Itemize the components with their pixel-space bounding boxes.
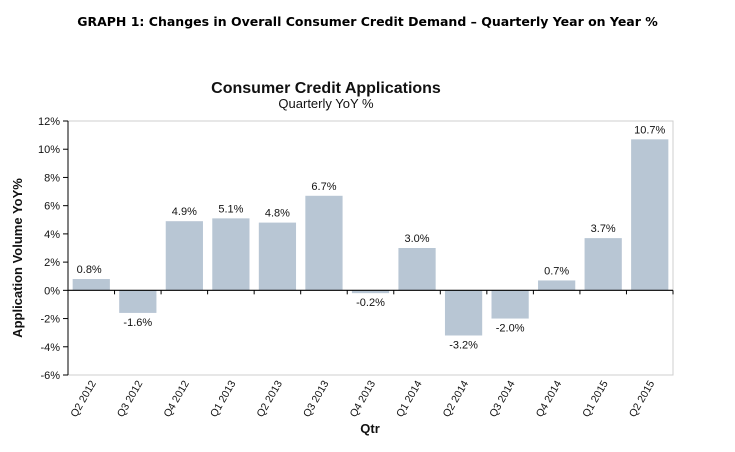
data-label: -2.0% bbox=[496, 323, 525, 335]
data-label: -0.2% bbox=[356, 297, 385, 309]
x-tick-label: Q4 2012 bbox=[161, 378, 192, 419]
bar bbox=[258, 222, 297, 291]
bar bbox=[584, 238, 622, 291]
x-tick-label: Q1 2014 bbox=[394, 378, 425, 419]
y-tick-label: 4% bbox=[44, 229, 60, 241]
data-label: 6.7% bbox=[311, 181, 336, 193]
data-label: -1.6% bbox=[123, 317, 152, 329]
y-tick-label: 2% bbox=[44, 257, 60, 269]
data-label: 3.7% bbox=[591, 223, 616, 235]
graph-caption: GRAPH 1: Changes in Overall Consumer Cre… bbox=[77, 14, 658, 29]
plot-area bbox=[67, 120, 674, 376]
chart-title: Consumer Credit Applications bbox=[211, 80, 441, 97]
bar bbox=[444, 290, 483, 336]
y-tick-label: -6% bbox=[40, 370, 60, 382]
y-tick-label: 0% bbox=[44, 285, 60, 297]
x-tick-label: Q2 2014 bbox=[441, 378, 472, 419]
data-label: 4.8% bbox=[265, 208, 290, 220]
x-tick-label: Q3 2012 bbox=[115, 378, 146, 419]
y-axis-label: Application Volume YoY% bbox=[10, 178, 25, 338]
data-label: 10.7% bbox=[634, 124, 665, 136]
y-tick-label: -2% bbox=[40, 314, 60, 326]
data-label: 5.1% bbox=[218, 203, 243, 215]
x-axis: Q2 2012 Q3 2012 Q4 2012 Q1 2013 Q2 2013 Q3 20… bbox=[68, 290, 674, 419]
bar bbox=[631, 139, 669, 291]
y-tick-label: 12% bbox=[38, 116, 60, 128]
data-label: 0.7% bbox=[544, 265, 569, 277]
bar bbox=[119, 290, 157, 313]
data-label: 4.9% bbox=[172, 206, 197, 218]
bar bbox=[398, 248, 436, 291]
x-tick-label: Q4 2014 bbox=[534, 378, 565, 419]
x-tick-label: Q3 2013 bbox=[301, 378, 332, 419]
bar bbox=[212, 218, 250, 291]
x-tick-label: Q2 2013 bbox=[254, 378, 285, 419]
data-label: -3.2% bbox=[449, 339, 478, 351]
y-axis: -6% -4% -2% 0% 2% 4% 6% 8% 10% 12% bbox=[38, 116, 69, 382]
y-tick-label: 6% bbox=[44, 201, 60, 213]
bar bbox=[72, 279, 110, 291]
data-label: 0.8% bbox=[77, 264, 102, 276]
data-label: 3.0% bbox=[404, 233, 429, 245]
x-tick-label: Q2 2012 bbox=[68, 378, 99, 419]
bar bbox=[538, 280, 576, 291]
x-tick-label: Q1 2013 bbox=[208, 378, 239, 419]
x-tick-label: Q2 2015 bbox=[627, 378, 658, 419]
chart-subtitle: Quarterly YoY % bbox=[278, 96, 374, 111]
y-tick-label: 8% bbox=[44, 172, 60, 184]
bar bbox=[491, 290, 529, 319]
x-tick-label: Q3 2014 bbox=[487, 378, 518, 419]
bar bbox=[305, 195, 343, 291]
bars: 0.8% -1.6% 4.9% 5.1% 4.8% 6.7% -0.2% 3.0% -3.2% -… bbox=[72, 124, 669, 351]
x-axis-label: Qtr bbox=[360, 421, 380, 436]
bar bbox=[165, 221, 203, 291]
bar bbox=[351, 290, 390, 294]
y-tick-label: 10% bbox=[38, 144, 60, 156]
x-tick-label: Q1 2015 bbox=[580, 378, 611, 419]
y-tick-label: -4% bbox=[40, 342, 60, 354]
x-tick-label: Q4 2013 bbox=[348, 378, 379, 419]
